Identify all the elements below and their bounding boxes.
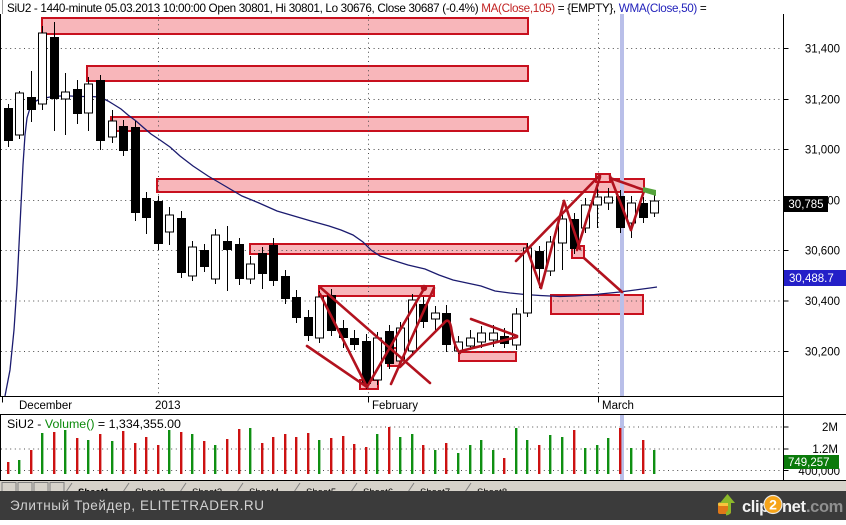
svg-text:Элитный Трейдер, ELITETRADER.R: Элитный Трейдер, ELITETRADER.RU — [10, 498, 265, 513]
svg-text:30,785: 30,785 — [788, 199, 823, 211]
svg-text:30,200: 30,200 — [805, 347, 840, 359]
svg-text:SiU2 - 1440-minute 05.03.2013: SiU2 - 1440-minute 05.03.2013 10:00:00 O… — [7, 2, 707, 15]
svg-text:31,000: 31,000 — [805, 145, 840, 157]
svg-text:31,200: 31,200 — [805, 95, 840, 107]
svg-text:2M: 2M — [822, 422, 838, 434]
svg-text:30,600: 30,600 — [805, 246, 840, 258]
svg-text:net: net — [782, 498, 806, 516]
svg-text:clip: clip — [742, 498, 769, 516]
svg-text:30,400: 30,400 — [805, 296, 840, 308]
svg-text:SiU2 - Volume() = 1,334,355.00: SiU2 - Volume() = 1,334,355.00 — [7, 417, 181, 431]
svg-text:2013: 2013 — [155, 400, 181, 412]
svg-text:30,488.7: 30,488.7 — [789, 273, 834, 285]
svg-text:February: February — [372, 400, 418, 412]
svg-text:December: December — [19, 400, 72, 412]
svg-text:2: 2 — [769, 497, 777, 513]
svg-text:1.2M: 1.2M — [812, 444, 838, 456]
svg-text:.com: .com — [806, 498, 843, 516]
svg-text:March: March — [602, 400, 634, 412]
svg-text:749,257: 749,257 — [788, 457, 830, 469]
svg-text:31,400: 31,400 — [805, 44, 840, 56]
